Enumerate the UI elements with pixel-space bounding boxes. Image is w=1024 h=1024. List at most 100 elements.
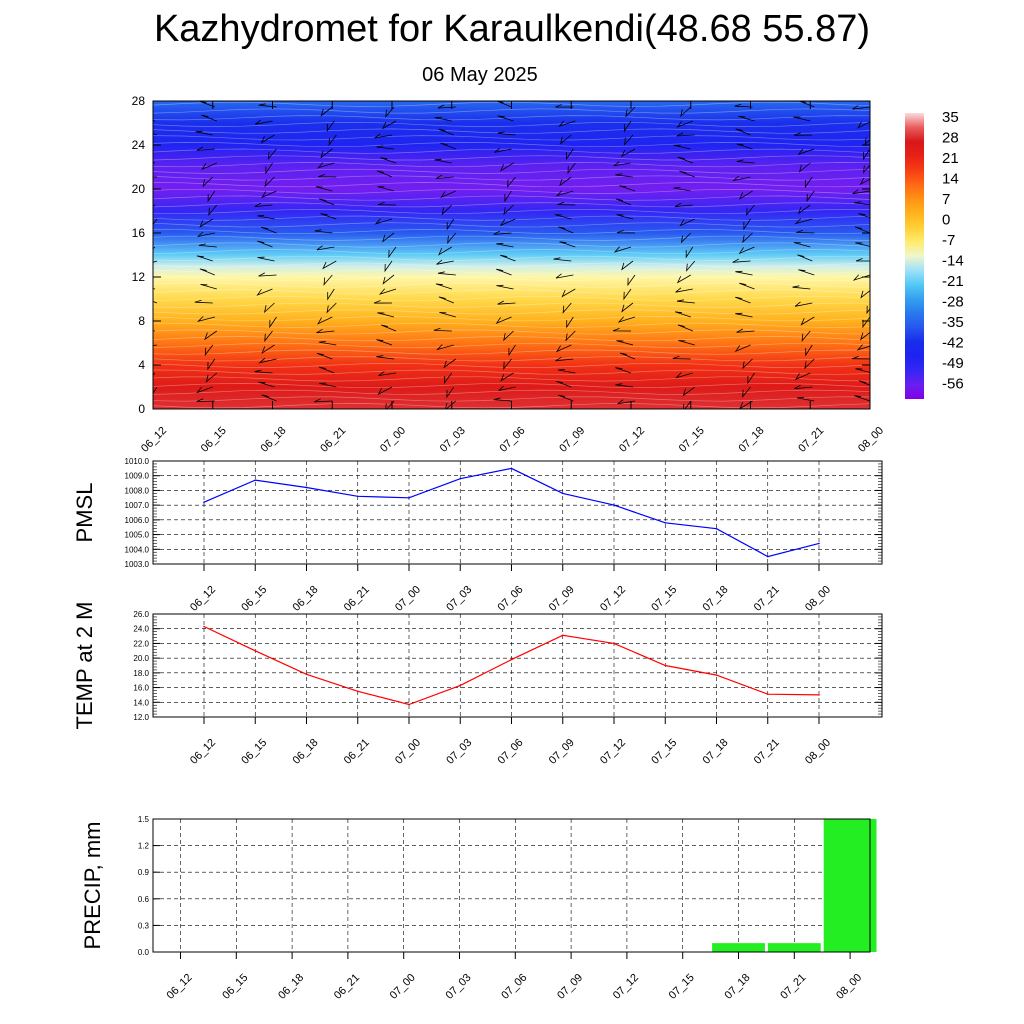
- pmsl-point: [356, 495, 359, 498]
- contour-line: [153, 135, 870, 141]
- temp-point: [459, 684, 462, 687]
- plot-frame: [152, 460, 883, 565]
- wind-barb: [558, 394, 574, 402]
- wind-barb: [377, 312, 395, 318]
- wind-barb: [738, 246, 755, 255]
- colorbar-label: -7: [942, 232, 955, 249]
- x-tick-label: 06_18: [291, 584, 321, 614]
- pmsl-point: [818, 542, 820, 545]
- wind-barb: [852, 105, 870, 110]
- wind-barb: [796, 229, 815, 234]
- contour-line: [153, 175, 870, 181]
- wind-barb: [676, 274, 691, 284]
- wind-barb: [794, 132, 813, 136]
- wind-barb: [503, 204, 514, 216]
- wind-barb: [796, 396, 815, 402]
- contour-line: [153, 282, 870, 288]
- wind-barb: [559, 134, 572, 145]
- wind-barb: [194, 299, 213, 304]
- wind-barb: [443, 372, 453, 385]
- contour-line: [153, 229, 870, 235]
- wind-barb: [264, 330, 273, 343]
- wind-barb: [616, 230, 636, 234]
- y-tick-label: 24: [132, 138, 146, 152]
- wind-barb: [747, 372, 755, 385]
- wind-barb: [860, 332, 870, 341]
- wind-barb: [677, 156, 693, 164]
- wind-barb: [739, 282, 755, 290]
- contour-line: [153, 249, 870, 255]
- wind-barb: [320, 106, 333, 117]
- wind-barb: [443, 358, 457, 369]
- x-tick-label: 06_12: [165, 972, 195, 1002]
- x-tick-label: 06_15: [239, 584, 269, 614]
- y-tick-label: 22.0: [133, 639, 149, 648]
- wind-barb: [855, 258, 870, 262]
- x-tick-label: 07_12: [598, 737, 628, 767]
- wind-barb: [559, 176, 572, 187]
- wind-barb: [805, 344, 813, 357]
- wind-barb: [798, 204, 811, 215]
- wind-barb: [743, 218, 751, 231]
- x-tick-label: 06_18: [276, 972, 306, 1002]
- colorbar-label: 14: [942, 171, 959, 188]
- contour-line: [153, 316, 870, 322]
- wind-barb: [374, 133, 393, 139]
- wind-barb: [613, 246, 632, 253]
- wind-barb: [675, 287, 693, 293]
- colorbar-label: 7: [942, 191, 950, 208]
- colorbar-label: -28: [942, 294, 964, 311]
- chart-subtitle: 06 May 2025: [422, 64, 538, 86]
- wind-barb: [381, 120, 397, 130]
- contour-line: [153, 369, 870, 375]
- wind-barb: [858, 380, 870, 386]
- wind-barb: [558, 226, 574, 234]
- wind-barb: [555, 104, 574, 108]
- contour-line: [153, 349, 870, 355]
- x-tick-label: 07_15: [667, 972, 697, 1002]
- x-tick-label: 07_15: [649, 584, 679, 614]
- wind-barb: [385, 106, 395, 118]
- y-tick-label: 20: [132, 182, 146, 196]
- wind-barb: [497, 300, 516, 305]
- wind-barb: [261, 344, 275, 354]
- wind-barb: [198, 243, 217, 248]
- x-tick-label: 06_12: [139, 425, 169, 455]
- y-tick-label: 0: [138, 402, 145, 416]
- y-tick-label: 12.0: [133, 713, 149, 722]
- wind-barb: [619, 352, 636, 360]
- pmsl-panel: 1003.0 1004.0 1005.0 1006.0 1007.0 1008.0 1009…: [72, 457, 883, 614]
- wind-barb: [323, 274, 333, 286]
- wind-barb: [439, 312, 456, 318]
- wind-barb: [376, 339, 393, 346]
- wind-barb: [496, 268, 512, 276]
- wind-barb: [855, 368, 870, 373]
- wind-barb: [676, 132, 695, 137]
- wind-barb: [498, 385, 516, 391]
- colorbar-label: -56: [942, 376, 964, 393]
- wind-barb: [258, 103, 277, 108]
- wind-barb: [327, 288, 335, 301]
- x-tick-label: 07_00: [388, 972, 418, 1002]
- wind-barb: [863, 148, 870, 161]
- wind-barb: [316, 328, 335, 334]
- x-tick-label: 07_03: [438, 425, 468, 455]
- wind-barb: [322, 260, 337, 270]
- wind-barb: [435, 174, 454, 179]
- wind-barb: [201, 114, 217, 122]
- x-tick-label: 07_09: [547, 584, 577, 614]
- wind-barb: [497, 115, 514, 122]
- x-tick-label: 08_00: [803, 737, 833, 767]
- wind-barb: [625, 106, 636, 118]
- wind-barb: [199, 218, 214, 228]
- wind-barb: [500, 254, 516, 262]
- wind-barb: [565, 330, 576, 342]
- wind-barb: [316, 162, 335, 169]
- pmsl-point: [254, 479, 257, 481]
- x-tick-label: 07_06: [499, 972, 529, 1002]
- y-tick-label: 0.9: [138, 868, 150, 877]
- colorbar-label: 0: [942, 212, 950, 229]
- colorbar-label: 28: [942, 130, 959, 147]
- precip-panel: 0.0 0.3 0.6 0.9 1.2 1.5 06_12 06_15 06_18 06_21 07…: [80, 815, 877, 1002]
- wind-barb: [318, 341, 337, 346]
